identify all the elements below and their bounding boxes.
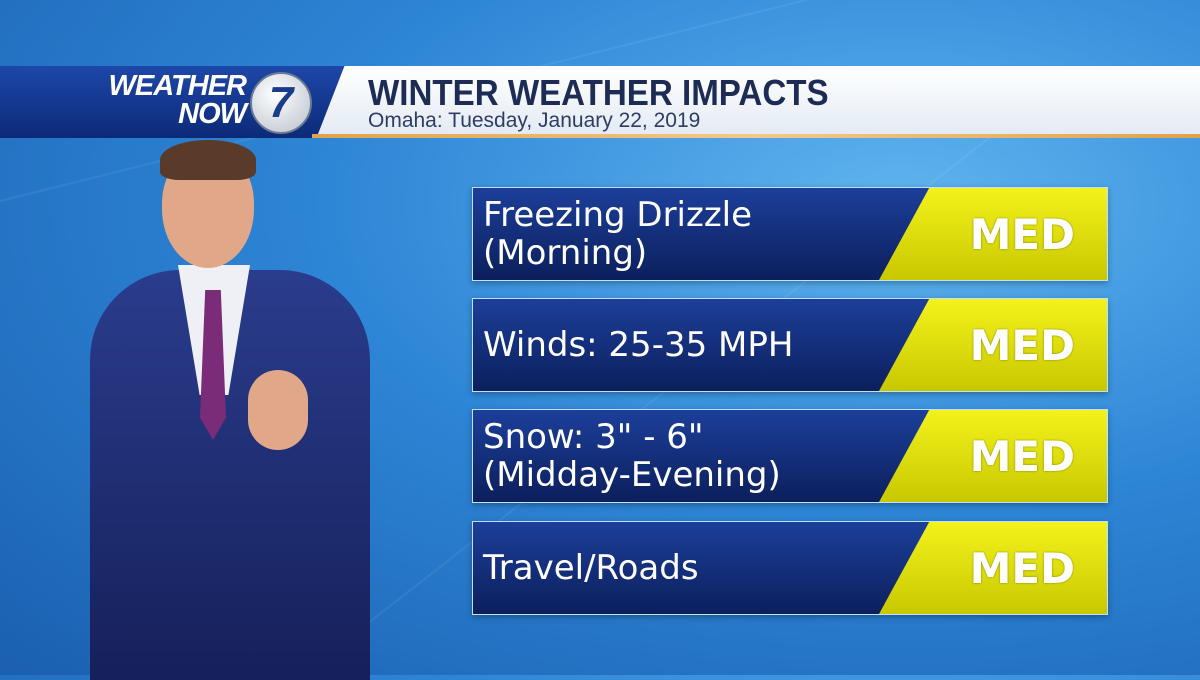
impact-row-freezing-drizzle: Freezing Drizzle (Morning) MED xyxy=(472,187,1108,281)
impact-level-badge: MED xyxy=(879,522,1107,614)
impact-level-badge: MED xyxy=(879,299,1107,391)
channel-number: 7 xyxy=(268,78,294,127)
impact-level-badge: MED xyxy=(879,410,1107,502)
logo-line1: WEATHER xyxy=(108,70,247,102)
impact-row-travel-roads: Travel/Roads MED xyxy=(472,521,1108,615)
presenter xyxy=(70,140,380,680)
presenter-tie xyxy=(200,290,226,440)
presenter-hair xyxy=(160,140,256,180)
accent-line xyxy=(312,134,1200,138)
impact-row-snow: Snow: 3" - 6" (Midday-Evening) MED xyxy=(472,409,1108,503)
impact-row-winds: Winds: 25-35 MPH MED xyxy=(472,298,1108,392)
impact-level-badge: MED xyxy=(879,188,1107,280)
page-subtitle: Omaha: Tuesday, January 22, 2019 xyxy=(368,109,701,132)
logo-line2: NOW xyxy=(178,98,247,130)
presenter-hand xyxy=(248,370,308,450)
header-bar: WEATHER NOW 7 WINTER WEATHER IMPACTS Oma… xyxy=(0,66,1200,138)
title-panel xyxy=(318,66,1200,134)
impact-label: Freezing Drizzle (Morning) xyxy=(483,195,753,273)
page-title: WINTER WEATHER IMPACTS xyxy=(368,72,829,113)
channel-7-logo-icon: 7 xyxy=(250,72,312,134)
impact-label: Winds: 25-35 MPH xyxy=(483,325,794,365)
impact-label: Travel/Roads xyxy=(483,548,699,588)
impact-label: Snow: 3" - 6" (Midday-Evening) xyxy=(483,417,781,495)
